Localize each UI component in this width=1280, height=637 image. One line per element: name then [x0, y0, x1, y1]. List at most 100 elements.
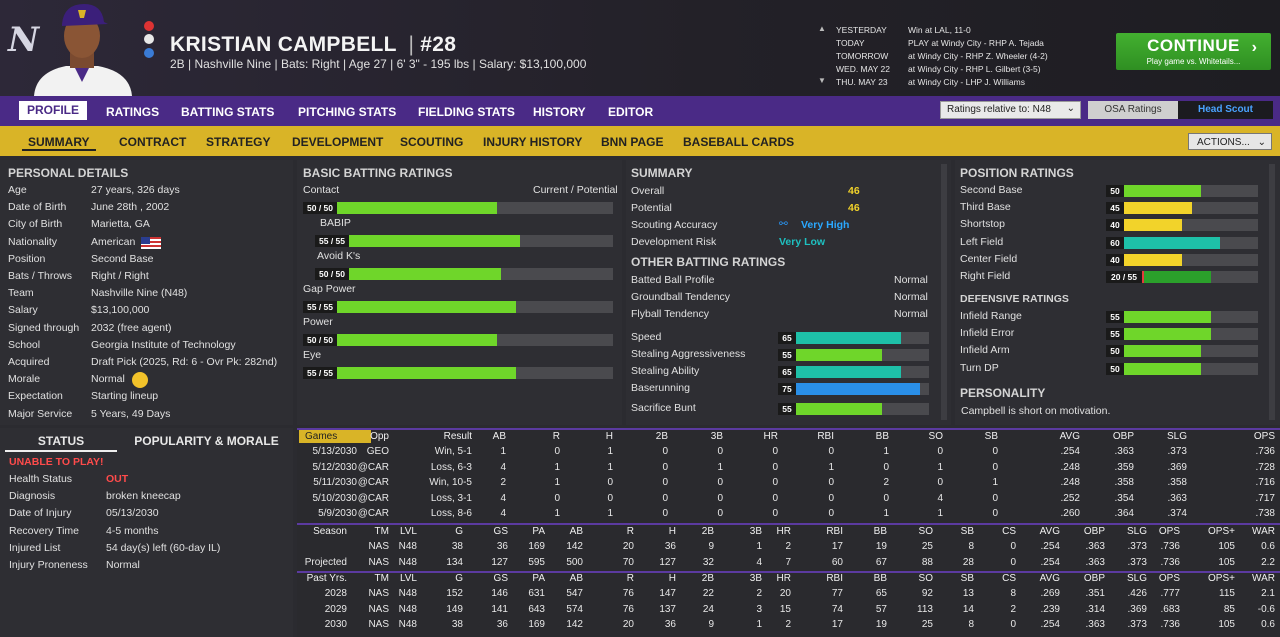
stat-cell: SLG — [1126, 526, 1147, 537]
tab-history[interactable]: HISTORY — [533, 105, 586, 119]
stat-cell: G — [455, 526, 463, 537]
speed-bar: 75 — [778, 383, 929, 395]
stat-cell: -0.6 — [1257, 603, 1275, 615]
stat-cell: AVG — [1059, 431, 1080, 442]
schedule-row: THU. MAY 23 at Windy City - LHP J. Willia… — [818, 76, 1108, 89]
tab-summary[interactable]: SUMMARY — [22, 135, 96, 151]
tab-status[interactable]: STATUS — [5, 432, 117, 452]
defensive-bar: 55 — [1106, 328, 1258, 341]
tab-popularity-morale[interactable]: POPULARITY & MORALE — [134, 434, 279, 448]
defensive-label: Infield Range — [960, 310, 1022, 322]
stat-cell: 547 — [566, 588, 583, 599]
games-select[interactable]: Games — [299, 430, 371, 443]
schedule-down-icon[interactable]: ▼ — [818, 76, 826, 85]
personality-title: PERSONALITY — [960, 386, 1046, 400]
stat-cell: SB — [984, 431, 998, 442]
tab-ratings[interactable]: RATINGS — [106, 105, 160, 119]
stat-cell: 141 — [491, 603, 508, 615]
tab-injury-history[interactable]: INJURY HISTORY — [483, 135, 583, 149]
defensive-label: Infield Arm — [960, 344, 1010, 357]
stat-cell: .426 — [1127, 588, 1147, 599]
speed-fill — [778, 366, 901, 378]
stat-cell: 152 — [446, 588, 463, 599]
position-scrollbar[interactable] — [1269, 164, 1275, 420]
stat-cell: 2.2 — [1261, 556, 1275, 568]
tab-bnn-page[interactable]: BNN PAGE — [601, 135, 664, 149]
status-value: Normal — [106, 559, 140, 571]
stats-table: Games Opp Result AB R H 2B 3B HR RBI BB SO SB AVG OBP S… — [297, 428, 1280, 637]
schedule-day: WED. MAY 22 — [836, 64, 891, 74]
defensive-value: 55 — [1106, 328, 1124, 341]
stat-cell: 36 — [496, 541, 508, 552]
potential-label: Potential — [631, 202, 672, 214]
detail-value: Second Base — [91, 252, 154, 265]
stat-cell: 85 — [1223, 603, 1235, 615]
stat-cell: 32 — [702, 556, 714, 568]
stat-cell: 142 — [566, 619, 583, 630]
stat-cell: 0 — [772, 461, 778, 473]
stat-cell: 147 — [659, 588, 676, 599]
stat-cell: .738 — [1255, 508, 1275, 519]
defensive-fill — [1106, 311, 1211, 323]
tab-baseball-cards[interactable]: BASEBALL CARDS — [683, 135, 795, 149]
stat-cell: 113 — [917, 603, 933, 615]
speed-bar: 65 — [778, 366, 929, 378]
stat-cell: 146 — [491, 588, 508, 599]
stat-cell: 0 — [992, 446, 998, 457]
stat-cell: 1 — [554, 508, 560, 519]
speed-value: 55 — [778, 349, 796, 361]
position-bar: 60 — [1106, 236, 1258, 249]
batting-3-bar: 55 / 55 — [303, 301, 613, 313]
stat-cell: 0 — [1010, 619, 1016, 630]
stat-cell: 0 — [992, 461, 998, 473]
us-flag-icon — [141, 236, 161, 249]
other-rating-label: Flyball Tendency — [631, 308, 710, 321]
continue-button[interactable]: CONTINUE Play game vs. Whitetails... › — [1116, 33, 1271, 70]
summary-panel: SUMMARY Overall 46 Potential 46 Scouting… — [626, 160, 951, 425]
stat-cell: 1 — [992, 477, 998, 488]
batting-2-fill — [315, 268, 502, 280]
team-logo: N — [8, 20, 40, 60]
past-row: 2029 NAS N48 149 141 643 574 76 137 24 3 15 74 57 113 1… — [297, 602, 1280, 617]
tab-development[interactable]: DEVELOPMENT — [292, 135, 384, 149]
batting-0-fill — [303, 202, 497, 214]
batting-ratings-title: BASIC BATTING RATINGS — [303, 166, 453, 180]
flag-canton — [141, 236, 150, 244]
tab-scouting[interactable]: SCOUTING — [400, 135, 464, 149]
tab-profile[interactable]: PROFILE — [19, 101, 88, 120]
stat-cell: 0 — [662, 492, 668, 504]
stat-cell: AVG — [1039, 526, 1060, 537]
stat-cell: .369 — [1127, 603, 1147, 615]
batting-4-value: 50 / 50 — [303, 334, 337, 346]
stat-cell: .269 — [1040, 588, 1060, 599]
tab-fielding-stats[interactable]: FIELDING STATS — [418, 105, 515, 119]
personal-details-panel: PERSONAL DETAILS Age 27 years, 326 days Da… — [0, 160, 293, 425]
stat-cell: 0 — [772, 508, 778, 519]
stat-cell: 631 — [528, 588, 545, 599]
tab-contract[interactable]: CONTRACT — [119, 135, 187, 149]
tab-editor[interactable]: EDITOR — [608, 105, 654, 119]
stat-cell: 65 — [875, 588, 887, 599]
player-header: N KRISTIAN CAMPBELL | #28 2B | Nashville … — [0, 0, 1280, 96]
ratings-relative-select[interactable]: Ratings relative to: N48 ⌄ — [940, 101, 1081, 119]
head-scout-button[interactable]: Head Scout — [1178, 101, 1273, 119]
stat-cell: 574 — [566, 603, 583, 615]
detail-value: Normal — [91, 373, 125, 386]
schedule-up-icon[interactable]: ▲ — [818, 24, 826, 33]
stat-cell: Projected — [304, 556, 347, 568]
tab-strategy[interactable]: STRATEGY — [206, 135, 271, 149]
actions-dropdown[interactable]: ACTIONS... ⌄ — [1188, 133, 1272, 150]
tab-pitching-stats[interactable]: PITCHING STATS — [298, 105, 397, 119]
speed-value: 65 — [778, 332, 796, 344]
osa-ratings-button[interactable]: OSA Ratings — [1088, 101, 1178, 119]
tab-batting-stats[interactable]: BATTING STATS — [181, 105, 275, 119]
stat-cell: AVG — [1039, 573, 1060, 584]
chevron-right-icon: › — [1251, 39, 1257, 56]
stat-cell: 105 — [1218, 556, 1235, 568]
stat-cell: LVL — [399, 526, 417, 537]
batting-5-bar: 55 / 55 — [303, 367, 613, 379]
summary-scrollbar[interactable] — [941, 164, 947, 420]
speed-rating-label: Sacrifice Bunt — [631, 402, 696, 414]
game-row: 5/10/2030 @CAR Loss, 3-1 4 0 0 0 0 0 0 0 4 0 .252 .354… — [297, 491, 1280, 506]
batting-rating-name: Power — [303, 316, 333, 328]
